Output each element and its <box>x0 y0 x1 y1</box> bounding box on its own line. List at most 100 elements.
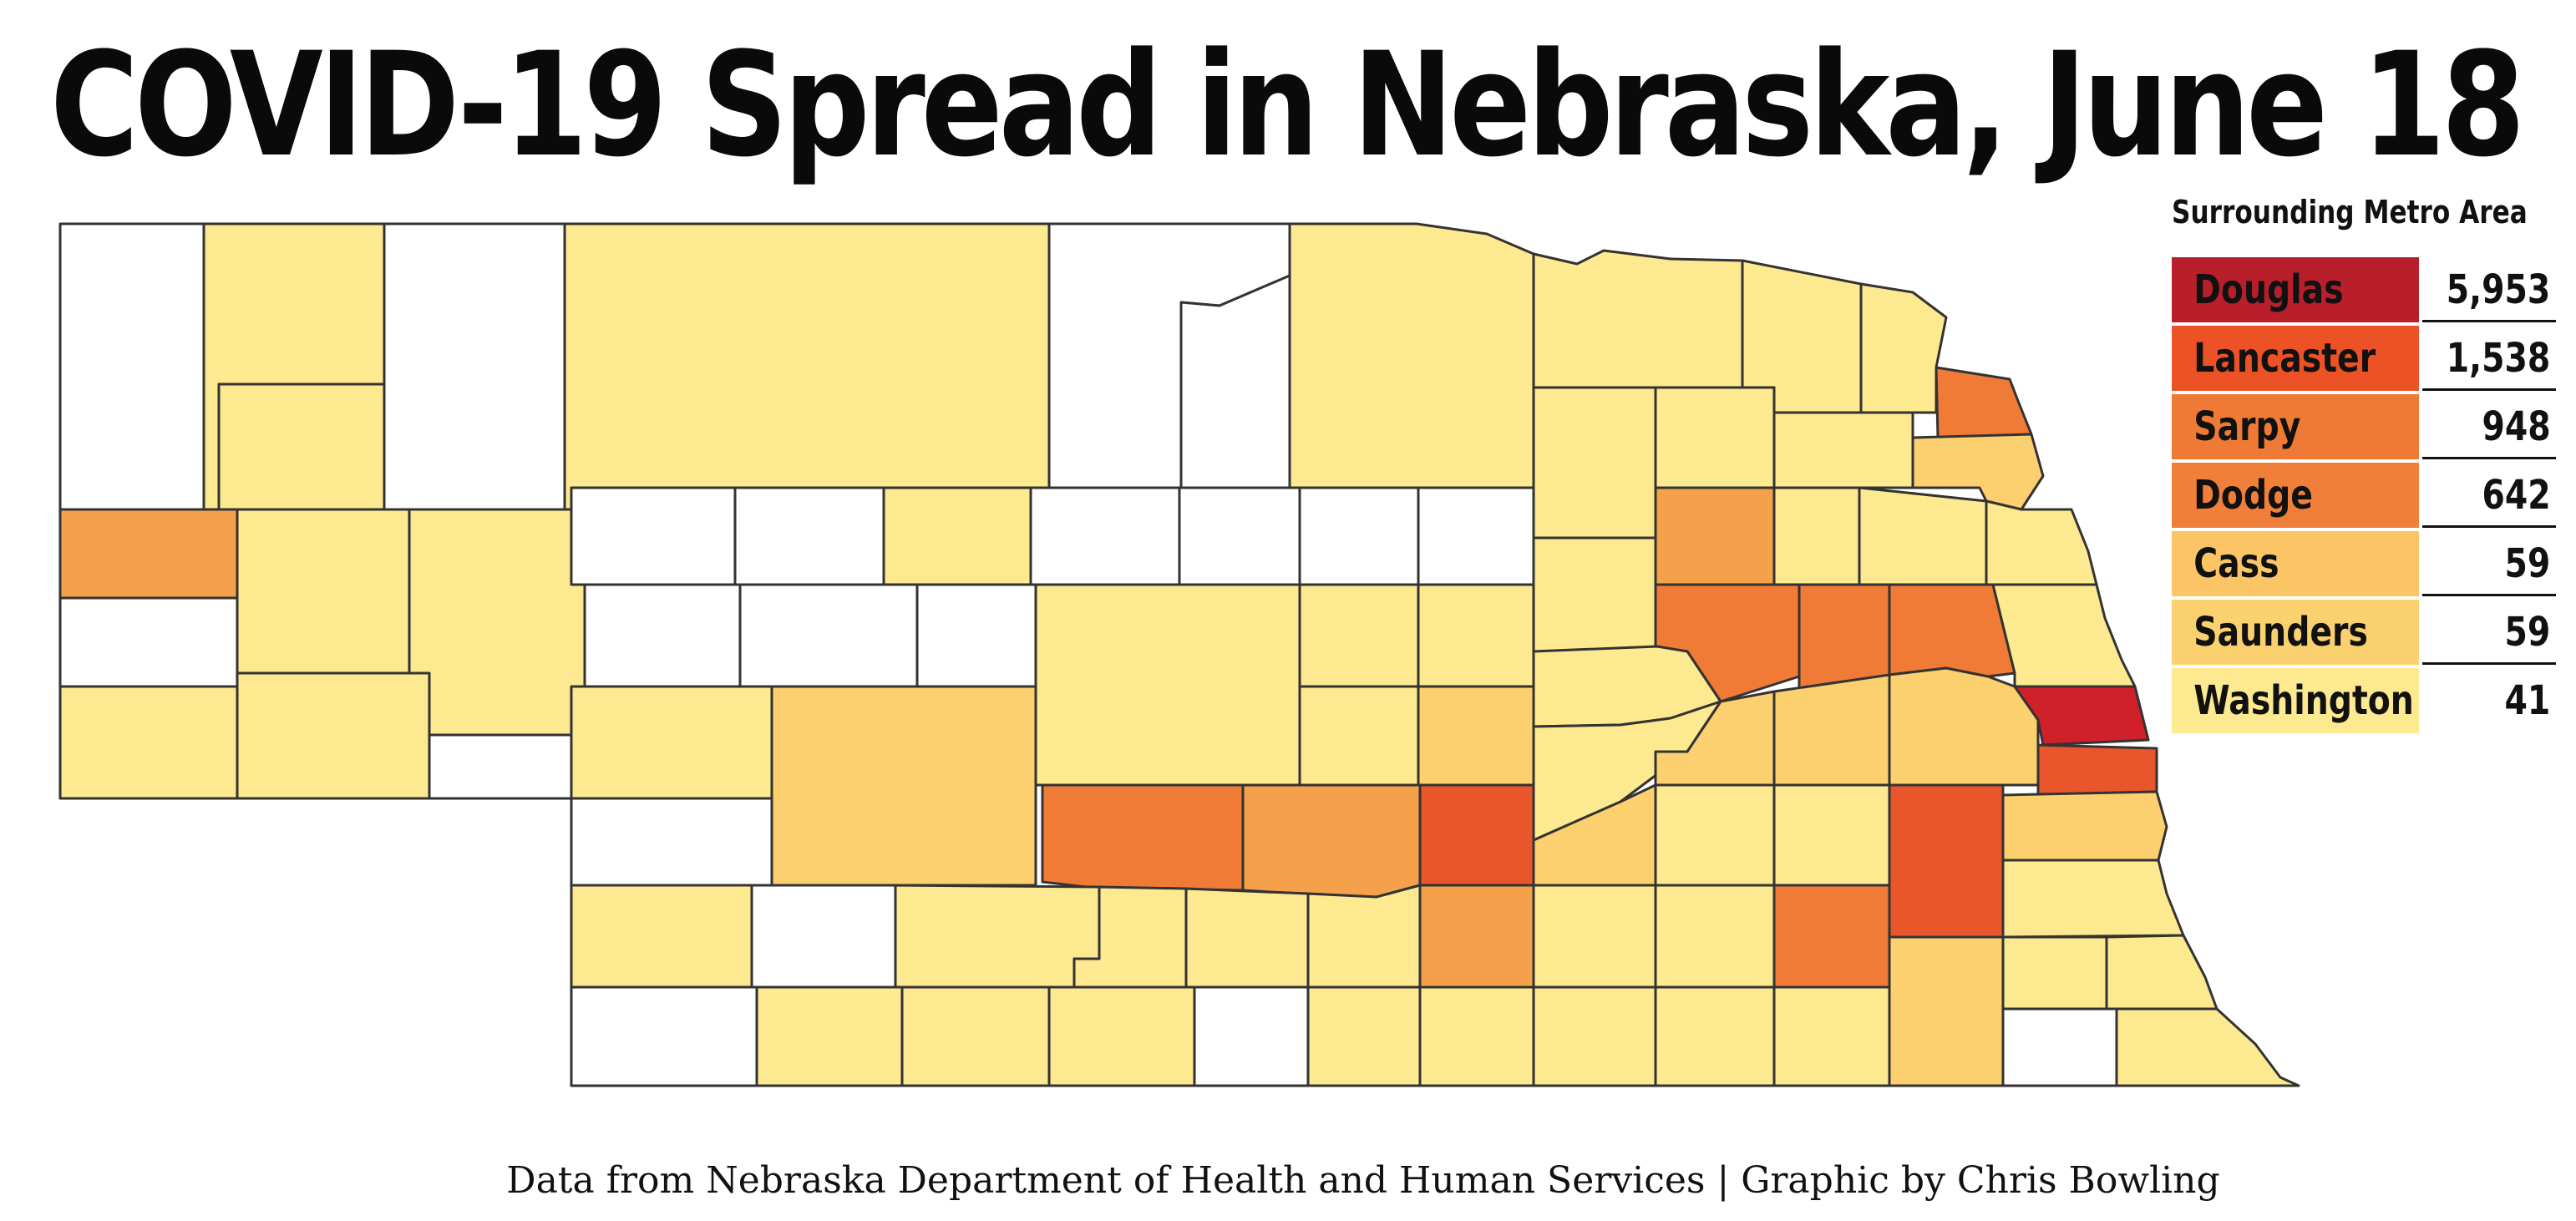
county <box>383 222 586 511</box>
county <box>1772 783 1891 887</box>
county <box>770 685 1037 887</box>
county <box>2001 1007 2118 1087</box>
county <box>1532 386 1657 540</box>
county <box>1654 884 1776 989</box>
county <box>1991 583 2137 688</box>
county <box>1772 884 1891 989</box>
county <box>1179 274 1291 489</box>
county <box>1858 486 1988 586</box>
county <box>894 884 1101 989</box>
county <box>1178 486 1301 586</box>
legend-row-sarpy: Sarpy 948 <box>2172 394 2556 459</box>
legend-county-swatch: Saunders <box>2172 600 2419 665</box>
county <box>1772 486 1861 586</box>
legend-county-name: Cass <box>2193 540 2279 587</box>
county <box>1888 783 2005 939</box>
county <box>1859 282 1948 414</box>
county <box>1532 884 1657 989</box>
county <box>58 222 205 511</box>
sandhills-counties <box>563 222 1535 887</box>
county <box>583 583 742 688</box>
county <box>1888 935 2005 1087</box>
county <box>570 685 773 800</box>
legend-county-name: Dodge <box>2193 472 2313 519</box>
legend-row-saunders: Saunders 59 <box>2172 600 2556 665</box>
county <box>1532 985 1657 1087</box>
county <box>2013 685 2150 747</box>
county <box>2036 743 2158 797</box>
county <box>58 596 239 688</box>
county <box>1418 884 1535 989</box>
county <box>1935 366 2033 439</box>
county <box>1418 985 1535 1087</box>
county <box>1417 486 1535 586</box>
legend-county-swatch: Cass <box>2172 531 2419 596</box>
county <box>2105 934 2219 1011</box>
county <box>428 733 573 800</box>
legend-case-count: 59 <box>2422 531 2556 596</box>
county <box>1288 222 1535 489</box>
legend-county-name: Sarpy <box>2193 403 2301 450</box>
legend-row-douglas: Douglas 5,953 <box>2172 257 2556 322</box>
county <box>1193 985 1310 1087</box>
county <box>1532 536 1657 653</box>
county <box>1532 249 1744 389</box>
legend-county-name: Lancaster <box>2193 335 2376 382</box>
legend-county-swatch: Sarpy <box>2172 394 2419 459</box>
legend-county-name: Douglas <box>2193 266 2344 313</box>
county <box>738 583 919 688</box>
county <box>1306 985 1422 1087</box>
county <box>1034 583 1301 787</box>
legend-county-swatch: Douglas <box>2172 257 2419 322</box>
legend-row-lancaster: Lancaster 1,538 <box>2172 326 2556 391</box>
county <box>900 985 1051 1087</box>
legend-county-swatch: Lancaster <box>2172 326 2419 391</box>
southwest-counties <box>570 797 2300 1087</box>
county <box>58 508 239 600</box>
county <box>570 486 737 586</box>
county <box>570 985 758 1087</box>
legend-case-count: 5,953 <box>2422 257 2556 322</box>
county <box>2001 859 2185 939</box>
county <box>1654 783 1776 887</box>
county <box>563 222 1051 511</box>
legend-row-dodge: Dodge 642 <box>2172 463 2556 528</box>
county <box>1298 583 1420 688</box>
county <box>1772 411 1914 489</box>
metro-legend: Surrounding Metro Area Douglas 5,953 Lan… <box>2172 194 2556 733</box>
county <box>1772 673 1891 787</box>
county <box>2001 935 2108 1011</box>
county <box>1184 887 1310 989</box>
legend-case-count: 1,538 <box>2422 326 2556 391</box>
northeast-counties <box>1532 249 2137 728</box>
legend-county-swatch: Washington <box>2172 668 2419 733</box>
county <box>1298 685 1420 787</box>
county <box>1298 486 1420 586</box>
county <box>1417 583 1535 688</box>
county <box>1047 985 1196 1087</box>
county <box>1029 486 1181 586</box>
county <box>750 884 897 989</box>
county <box>1241 783 1422 899</box>
county <box>1417 685 1535 787</box>
county <box>2001 790 2168 862</box>
county <box>58 685 239 800</box>
legend-row-cass: Cass 59 <box>2172 531 2556 596</box>
county <box>1654 985 1776 1087</box>
legend-county-swatch: Dodge <box>2172 463 2419 528</box>
county <box>915 583 1037 688</box>
source-credit: Data from Nebraska Department of Health … <box>506 1159 2220 1202</box>
legend-county-name: Washington <box>2193 677 2414 724</box>
county <box>570 797 773 887</box>
county <box>570 884 753 989</box>
county <box>236 508 411 675</box>
county <box>1654 386 1776 489</box>
panhandle-counties <box>58 222 586 800</box>
legend-county-name: Saunders <box>2193 609 2368 656</box>
county <box>1418 783 1535 887</box>
county <box>1772 985 1891 1087</box>
legend-row-washington: Washington 41 <box>2172 668 2556 733</box>
legend-case-count: 41 <box>2504 677 2551 724</box>
county <box>755 985 904 1087</box>
